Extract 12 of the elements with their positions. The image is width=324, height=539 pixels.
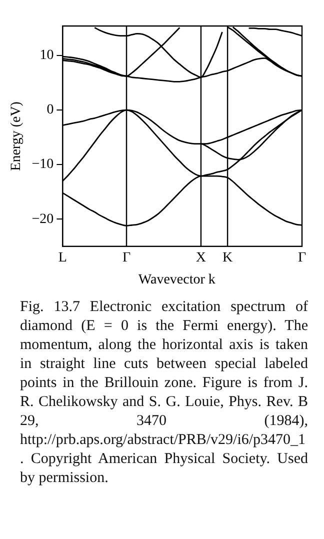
text: Fig. 13.7 Electronic excitation spectrum of diamond (E = 0 is the Fermi energy). The momentum, along the horizontal axis is taken in straight line cuts between special labeled points in the Brillouin zone. Figure is from J. R. Chelikowsky and S. G. Louie, Phys. Rev. B 29, 3470 (1984), http://prb.aps.org/abstract/PRB/v29/i6/p3470_1. Copyright American Physical Society. Used by permission. [20,299,308,486]
x-tick-label: Γ [298,250,306,266]
y-tick-label: 10 [40,48,54,64]
x-tick-label: L [58,250,67,266]
x-tick-label: Γ [122,250,131,266]
y-axis-title: Energy (eV) [9,101,24,171]
y-tick-label: 0 [46,102,54,118]
y-tick-label: −10 [32,157,54,172]
x-axis-title: Wavevector k⃗ [138,272,226,288]
x-tick-label: X [196,250,206,266]
y-tick-label: −20 [32,212,54,227]
x-tick-label: K [222,250,233,266]
